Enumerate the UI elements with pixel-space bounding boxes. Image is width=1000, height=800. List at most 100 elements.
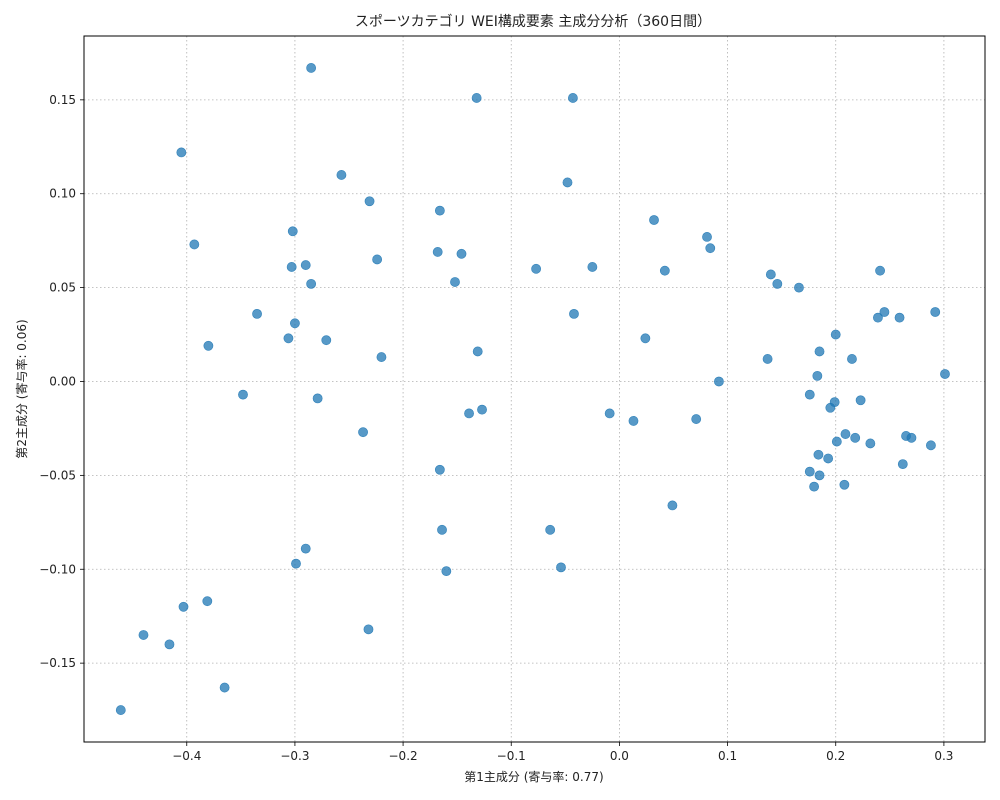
x-tick-label: 0.3 <box>934 749 953 763</box>
data-point <box>569 308 579 319</box>
data-point <box>839 479 850 490</box>
data-point <box>432 247 443 257</box>
data-point <box>823 453 834 464</box>
data-point <box>894 312 905 323</box>
y-tick-label: 0.00 <box>49 374 76 388</box>
data-point <box>906 432 917 443</box>
data-point <box>287 226 298 237</box>
data-point <box>437 524 447 535</box>
data-point <box>587 262 598 272</box>
data-point <box>202 596 213 607</box>
plot-area-frame <box>83 35 986 743</box>
data-point <box>321 335 332 346</box>
data-point <box>283 333 294 344</box>
data-point <box>879 307 890 317</box>
y-tick-label: −0.15 <box>39 656 76 670</box>
data-point <box>306 63 317 73</box>
data-point <box>804 389 815 400</box>
x-tick-label: −0.3 <box>280 749 309 763</box>
data-point <box>930 307 941 317</box>
data-point <box>940 369 950 379</box>
y-tick-label: 0.10 <box>49 187 76 201</box>
data-point <box>363 624 374 635</box>
x-tick-label: 0.0 <box>610 749 629 763</box>
data-point <box>556 562 566 573</box>
data-point <box>897 459 908 470</box>
data-point <box>809 481 819 492</box>
data-point <box>568 93 578 103</box>
data-point <box>472 346 483 357</box>
data-points <box>115 63 950 715</box>
data-point <box>804 466 815 477</box>
data-point <box>691 414 702 424</box>
y-tick-label: 0.15 <box>49 93 76 107</box>
data-point <box>814 470 825 481</box>
data-point <box>562 177 573 188</box>
data-point <box>825 402 836 413</box>
data-point <box>376 352 387 362</box>
data-point <box>441 566 452 577</box>
data-point <box>464 408 474 419</box>
data-point <box>714 376 724 387</box>
data-point <box>300 260 311 270</box>
data-point <box>813 449 824 460</box>
data-point <box>840 429 851 439</box>
grid-lines <box>84 36 985 742</box>
data-point <box>291 558 301 569</box>
data-point <box>855 395 866 406</box>
data-point <box>189 239 200 250</box>
x-axis-label: 第1主成分 (寄与率: 0.77) <box>464 769 603 784</box>
data-point <box>659 265 670 276</box>
data-point <box>604 408 615 419</box>
data-point <box>873 312 883 323</box>
axis-ticks: −0.4 −0.3 −0.2 −0.1 0.0 0.1 0.2 0.3 −0.15 −0.10 −0… <box>39 93 953 763</box>
data-point <box>531 263 542 274</box>
data-point <box>762 354 773 364</box>
data-point <box>300 543 311 554</box>
data-point <box>372 254 383 265</box>
data-point <box>178 601 189 612</box>
data-point <box>772 278 783 289</box>
y-axis-label: 第2主成分 (寄与率: 0.06) <box>14 319 29 458</box>
data-point <box>667 500 678 511</box>
x-tick-label: −0.1 <box>497 749 526 763</box>
x-tick-label: −0.4 <box>172 749 201 763</box>
data-point <box>434 464 445 475</box>
chart-title: スポーツカテゴリ WEI構成要素 主成分分析（360日間） <box>355 13 711 30</box>
y-tick-label: 0.05 <box>49 281 76 295</box>
data-point <box>336 170 347 180</box>
data-point <box>450 277 460 287</box>
data-point <box>434 205 445 216</box>
data-point <box>649 215 659 225</box>
data-point <box>812 370 823 381</box>
data-point <box>252 308 262 319</box>
data-point <box>203 340 214 351</box>
y-tick-label: −0.05 <box>39 468 76 482</box>
data-point <box>238 389 248 400</box>
data-point <box>794 282 804 293</box>
data-point <box>814 346 825 357</box>
data-point <box>471 93 482 103</box>
y-tick-label: −0.10 <box>39 562 76 576</box>
x-tick-label: −0.2 <box>389 749 418 763</box>
data-point <box>290 318 300 329</box>
data-point <box>640 333 651 344</box>
data-point <box>545 524 556 535</box>
x-tick-label: 0.1 <box>718 749 737 763</box>
data-point <box>364 196 375 207</box>
data-point <box>850 432 861 443</box>
data-point <box>926 440 936 451</box>
data-point <box>477 404 487 415</box>
x-tick-label: 0.2 <box>826 749 845 763</box>
data-point <box>219 682 230 693</box>
data-point <box>312 393 323 404</box>
data-point <box>306 278 317 289</box>
data-point <box>847 354 857 364</box>
data-point <box>875 265 885 276</box>
data-point <box>830 329 841 340</box>
data-point <box>865 438 876 449</box>
data-point <box>115 705 126 715</box>
data-point <box>164 639 175 650</box>
